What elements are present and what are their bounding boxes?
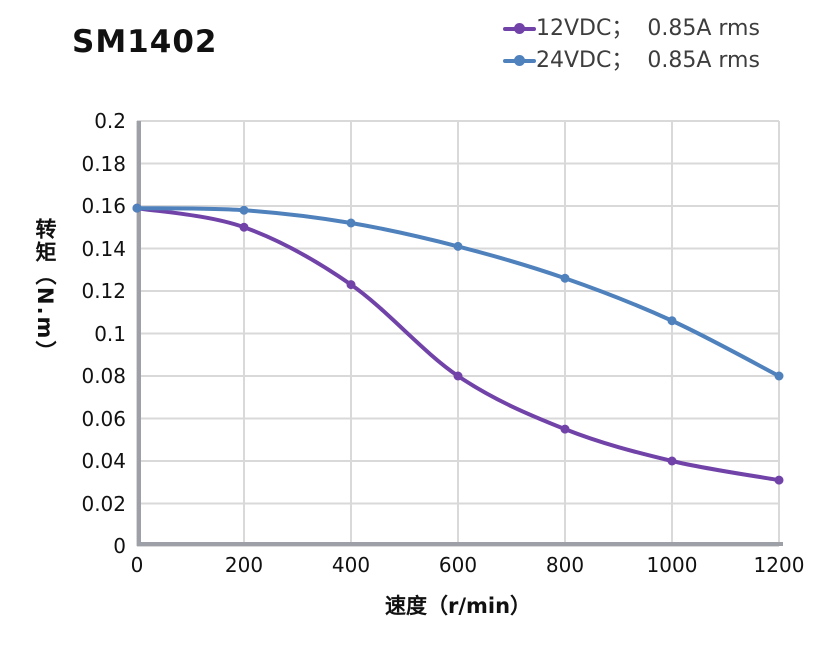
x-tick-label: 400 [331, 553, 371, 577]
y-tick-label: 0.08 [81, 364, 126, 388]
series-marker-icon [503, 14, 536, 43]
plot-area [132, 120, 784, 547]
x-tick-label: 200 [224, 553, 264, 577]
legend-item-24vdc: 24VDC； 0.85A rms [503, 46, 760, 75]
chart-svg [132, 120, 784, 547]
page-title: SM1402 [72, 24, 218, 60]
legend-item-label: 12VDC； 0.85A rms [536, 16, 760, 41]
y-tick-label: 0.14 [81, 236, 126, 261]
y-tick-label: 0.16 [81, 194, 126, 218]
y-tick-label: 0.2 [94, 109, 126, 133]
legend-item-12vdc: 12VDC； 0.85A rms [503, 14, 760, 43]
y-axis-label: 转矩（N.m） [33, 218, 57, 364]
y-tick-label: 0.04 [81, 449, 126, 473]
y-tick-label: 0.12 [81, 279, 126, 303]
y-tick-label: 0.18 [81, 151, 126, 176]
series-marker-icon [503, 46, 536, 75]
x-tick-label: 0 [130, 553, 144, 577]
x-tick-label: 1200 [753, 553, 805, 577]
legend-item-label: 24VDC； 0.85A rms [536, 48, 760, 73]
x-tick-label: 1000 [646, 553, 698, 577]
y-tick-label: 0.06 [81, 406, 126, 431]
x-axis-label: 速度（r/min） [384, 594, 532, 618]
x-tick-label: 800 [545, 553, 585, 577]
y-tick-label: 0.1 [94, 321, 126, 346]
x-tick-label: 600 [438, 553, 478, 577]
y-tick-label: 0 [113, 534, 126, 558]
legend: 12VDC； 0.85A rms 24VDC； 0.85A rms [503, 14, 760, 75]
y-tick-label: 0.02 [81, 491, 126, 516]
